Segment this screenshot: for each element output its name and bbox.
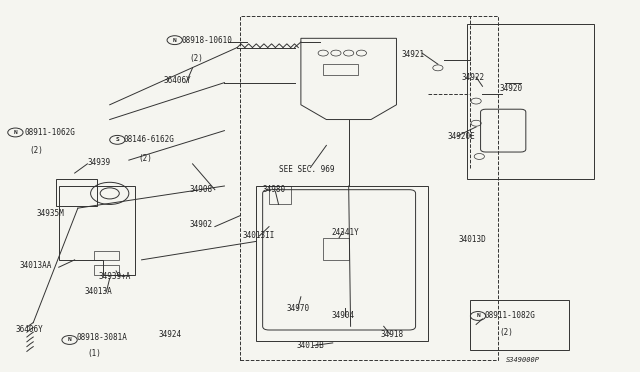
Text: 34920E: 34920E (447, 132, 475, 141)
Text: 34922: 34922 (461, 73, 484, 81)
Text: 08918-10610: 08918-10610 (182, 36, 232, 45)
Text: (2): (2) (138, 154, 152, 163)
Text: 34902: 34902 (189, 220, 212, 229)
Bar (94, 251, 119, 260)
Text: 08918-3081A: 08918-3081A (77, 333, 127, 342)
Text: 34939+A: 34939+A (99, 272, 131, 281)
Bar (323, 238, 349, 260)
Text: N: N (13, 130, 17, 135)
Text: (1): (1) (88, 349, 101, 358)
Bar (241, 16, 499, 359)
Bar (467, 23, 594, 179)
Text: N: N (68, 337, 72, 343)
Text: 24341Y: 24341Y (332, 228, 359, 237)
Text: 08911-1062G: 08911-1062G (25, 128, 76, 137)
Text: S: S (115, 137, 119, 142)
Text: 36406Y: 36406Y (15, 326, 43, 334)
Bar (269, 186, 291, 205)
Text: 34918: 34918 (381, 330, 404, 339)
Text: 34970: 34970 (287, 304, 310, 313)
Text: 34924: 34924 (159, 330, 182, 339)
Text: 34013A: 34013A (84, 287, 112, 296)
Text: 34013AA: 34013AA (19, 261, 52, 270)
Text: 34939: 34939 (88, 157, 111, 167)
Bar (56, 179, 97, 206)
Text: N: N (173, 38, 177, 43)
Text: 36406Y: 36406Y (164, 76, 191, 85)
Text: (2): (2) (29, 147, 44, 155)
Text: 34013II: 34013II (243, 231, 275, 240)
Text: 34908: 34908 (189, 185, 212, 194)
Text: 34980: 34980 (262, 185, 286, 194)
Bar (94, 265, 119, 275)
Text: 34013B: 34013B (296, 341, 324, 350)
Bar (323, 64, 358, 75)
Text: 34013D: 34013D (459, 235, 486, 244)
Text: SEE SEC. 969: SEE SEC. 969 (278, 165, 334, 174)
Text: 34935M: 34935M (36, 209, 64, 218)
Text: (2): (2) (189, 54, 204, 63)
Text: 08146-6162G: 08146-6162G (124, 135, 175, 144)
Text: S349000P: S349000P (506, 357, 540, 363)
Text: 34920: 34920 (500, 84, 523, 93)
Text: (2): (2) (500, 328, 513, 337)
Bar (470, 301, 568, 350)
Text: 34904: 34904 (332, 311, 355, 320)
Text: 34921: 34921 (401, 51, 425, 60)
Text: N: N (476, 314, 480, 318)
Text: 08911-1082G: 08911-1082G (484, 311, 535, 320)
